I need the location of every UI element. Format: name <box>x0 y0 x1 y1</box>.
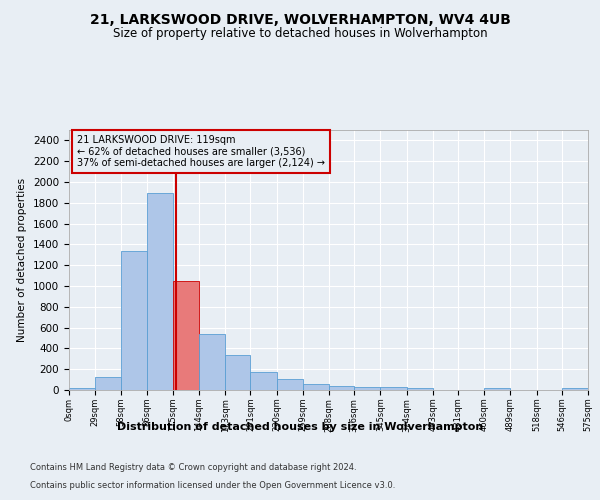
Text: 21 LARKSWOOD DRIVE: 119sqm
← 62% of detached houses are smaller (3,536)
37% of s: 21 LARKSWOOD DRIVE: 119sqm ← 62% of deta… <box>77 135 325 168</box>
Y-axis label: Number of detached properties: Number of detached properties <box>17 178 28 342</box>
Bar <box>484 388 511 390</box>
Text: Contains public sector information licensed under the Open Government Licence v3: Contains public sector information licen… <box>30 481 395 490</box>
Bar <box>277 378 303 390</box>
Bar <box>407 388 433 390</box>
Bar <box>380 387 407 390</box>
Bar <box>354 387 380 390</box>
Bar <box>173 282 199 390</box>
Bar <box>329 386 354 390</box>
Bar <box>562 388 588 390</box>
Bar <box>95 377 121 390</box>
Text: 21, LARKSWOOD DRIVE, WOLVERHAMPTON, WV4 4UB: 21, LARKSWOOD DRIVE, WOLVERHAMPTON, WV4 … <box>89 12 511 26</box>
Bar <box>121 250 146 390</box>
Text: Distribution of detached houses by size in Wolverhampton: Distribution of detached houses by size … <box>117 422 483 432</box>
Text: Size of property relative to detached houses in Wolverhampton: Size of property relative to detached ho… <box>113 28 487 40</box>
Bar <box>199 334 225 390</box>
Bar <box>69 388 95 390</box>
Bar <box>225 355 250 390</box>
Bar <box>146 194 173 390</box>
Text: Contains HM Land Registry data © Crown copyright and database right 2024.: Contains HM Land Registry data © Crown c… <box>30 462 356 471</box>
Bar <box>250 372 277 390</box>
Bar <box>303 384 329 390</box>
